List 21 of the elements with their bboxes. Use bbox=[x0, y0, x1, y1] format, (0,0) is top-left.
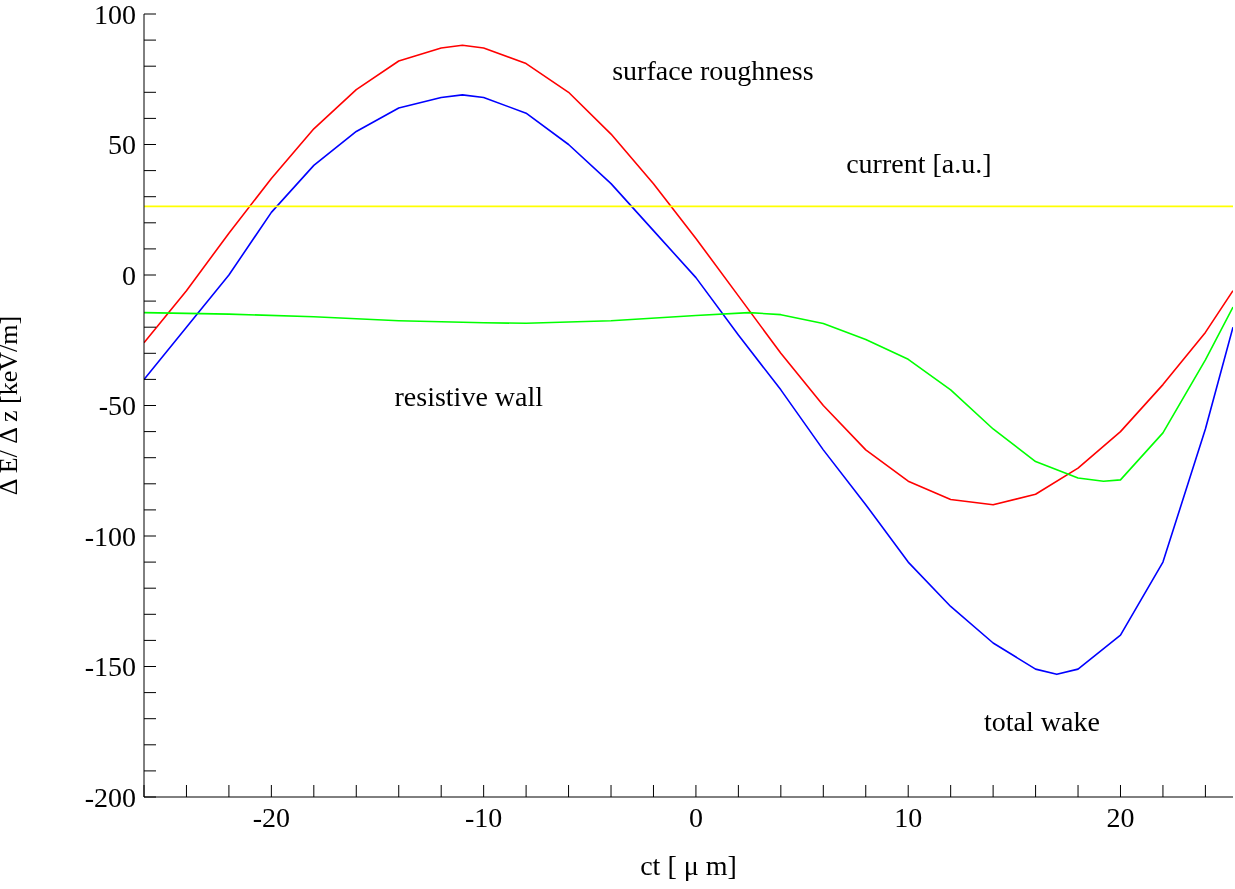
y-tick-label: -200 bbox=[84, 781, 136, 813]
y-tick-label: -50 bbox=[98, 390, 136, 422]
x-tick-label: 10 bbox=[894, 801, 923, 833]
y-tick-label: -150 bbox=[84, 651, 136, 683]
x-tick-label: -10 bbox=[464, 801, 503, 833]
line-series bbox=[144, 94, 1233, 676]
x-axis-title: ct [ μ m] bbox=[640, 850, 737, 881]
text: resistive wall bbox=[394, 381, 544, 413]
y-tick-label: 50 bbox=[108, 129, 136, 161]
y-tick-label: -100 bbox=[84, 520, 136, 552]
line-series bbox=[144, 306, 1233, 482]
x-tick-label: 20 bbox=[1106, 801, 1135, 833]
x-tick-label: -20 bbox=[252, 801, 291, 833]
x-tick-label: 0 bbox=[688, 801, 703, 833]
y-axis-title: Δ E/ Δ z [keV/m] bbox=[0, 315, 24, 496]
series-label: surface roughness bbox=[612, 54, 814, 86]
series-label: total wake bbox=[984, 706, 1100, 738]
series-label: current [a.u.] bbox=[846, 147, 992, 179]
line-series bbox=[144, 44, 1233, 506]
y-tick-label: 0 bbox=[122, 259, 136, 291]
y-tick-label: 100 bbox=[94, 0, 136, 30]
